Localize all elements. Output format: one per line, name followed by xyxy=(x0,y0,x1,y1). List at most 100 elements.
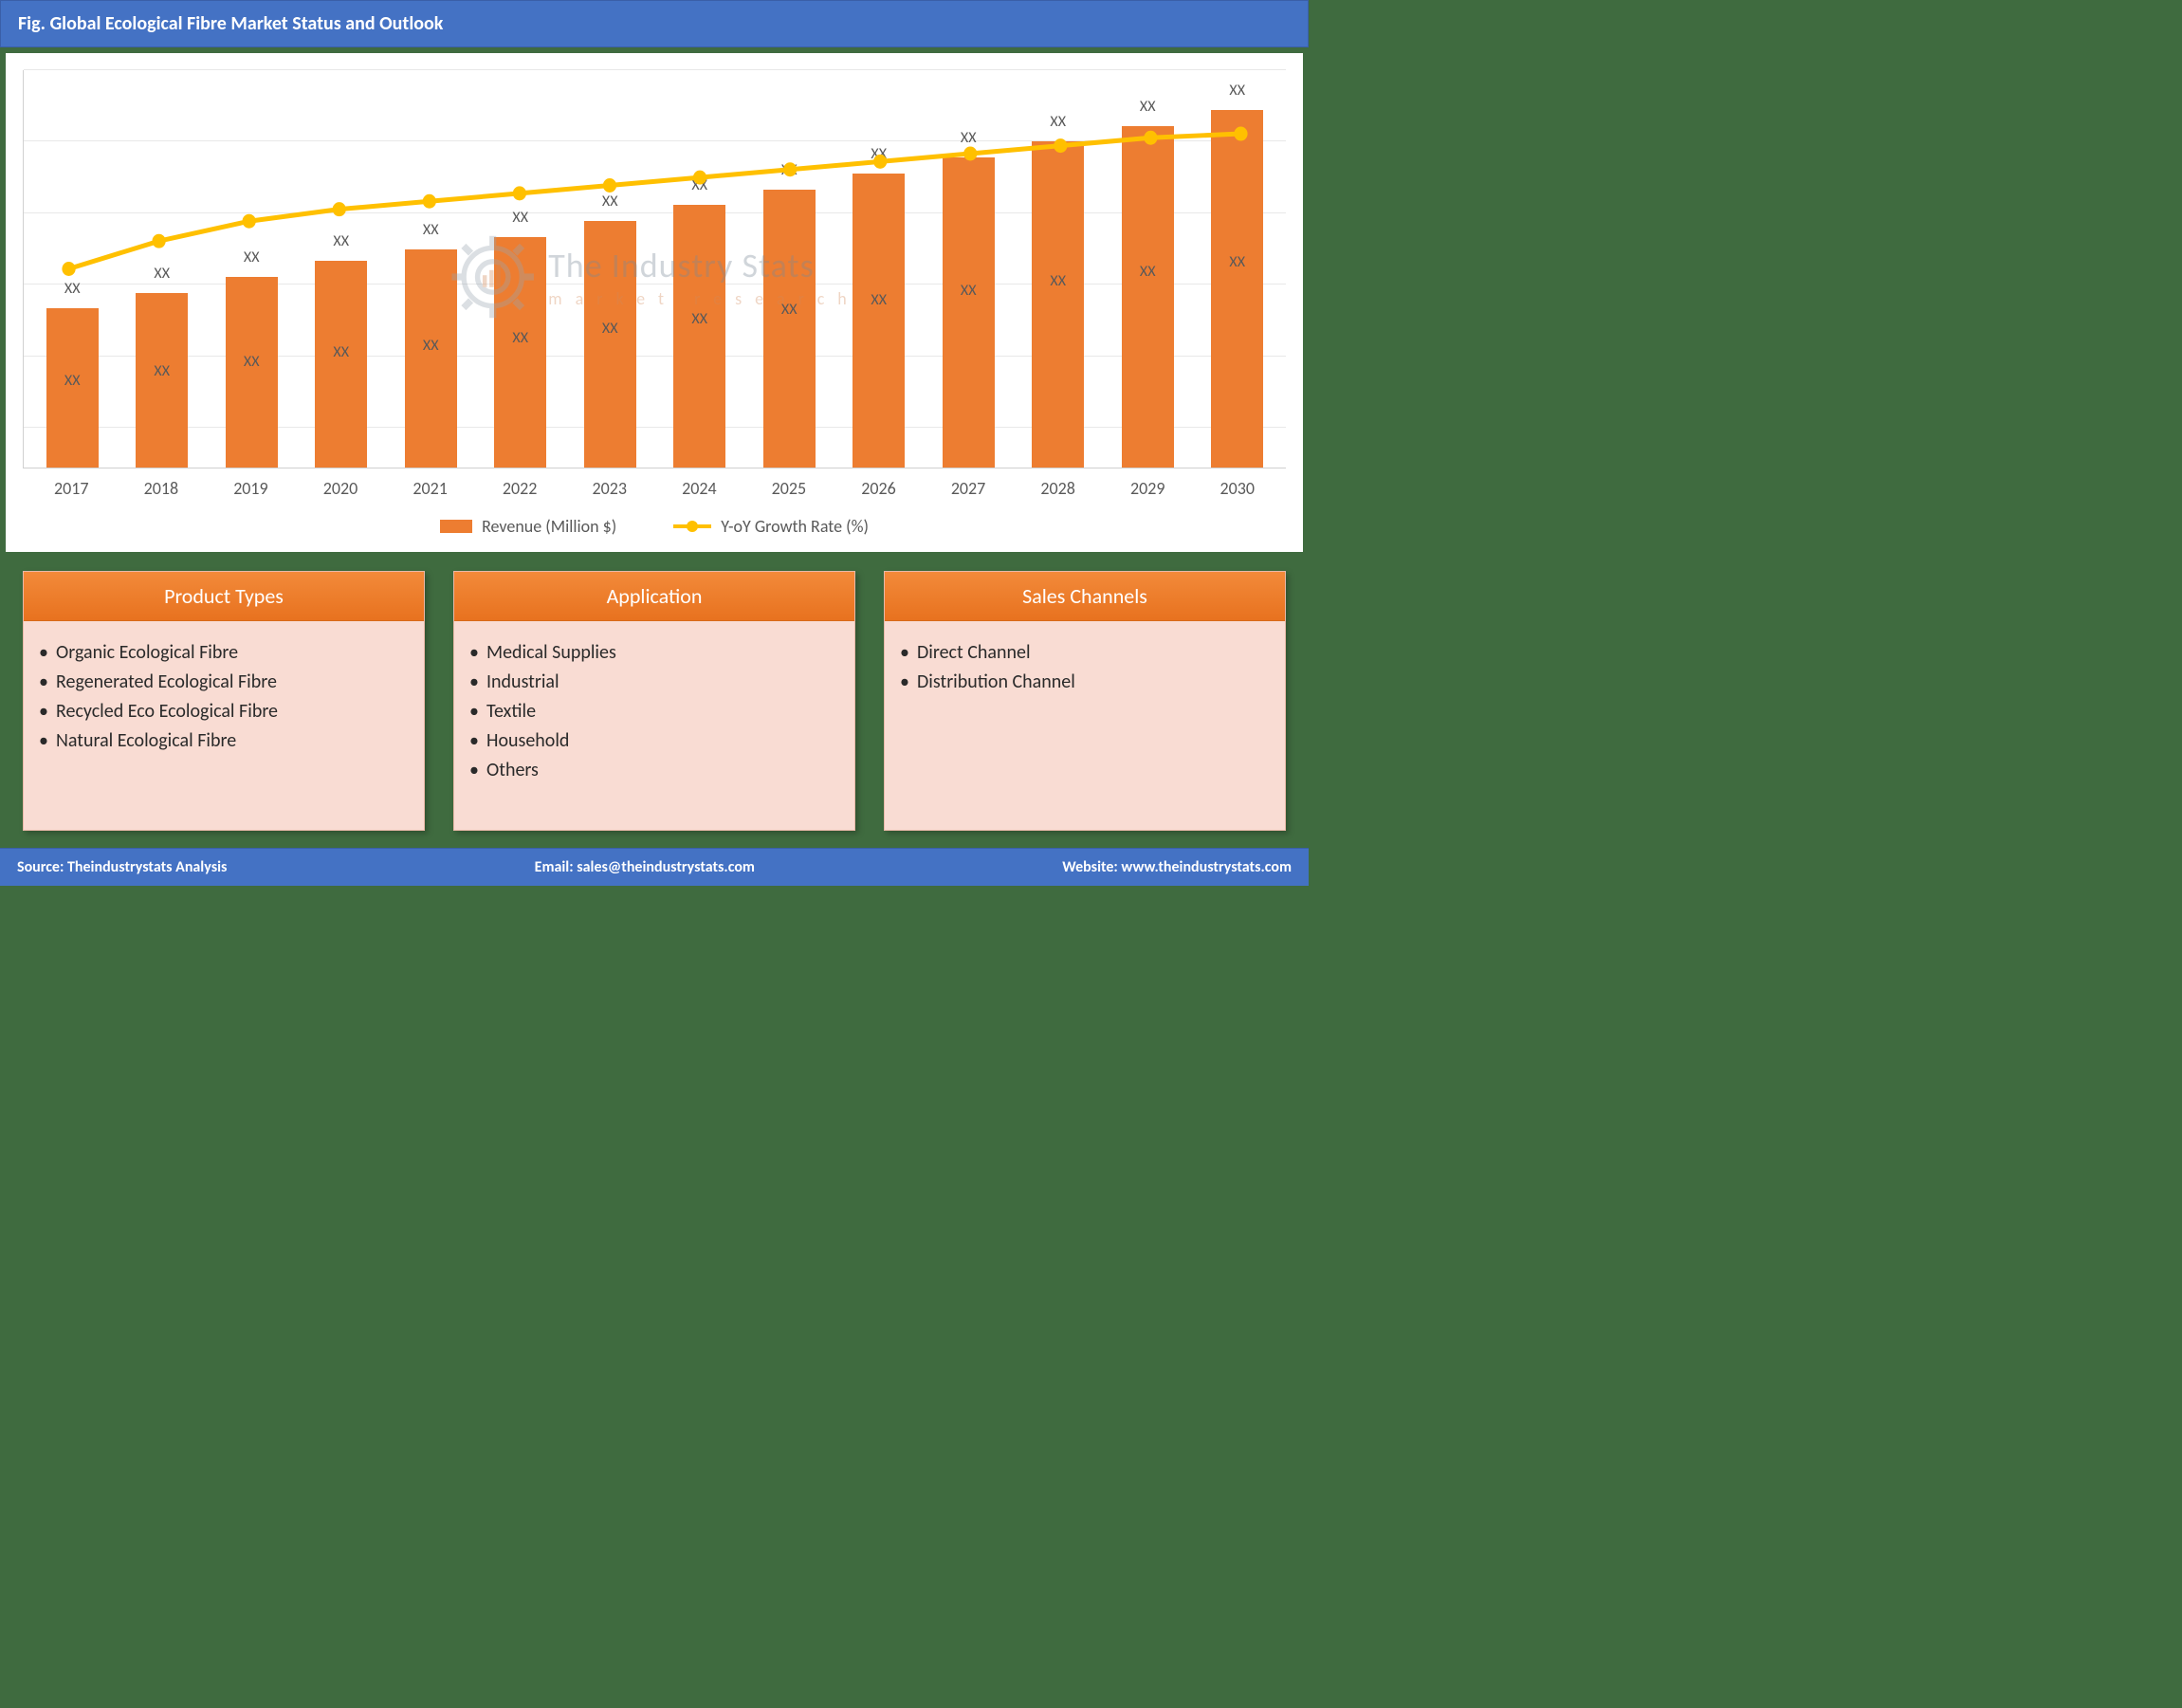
panel-body: •Organic Ecological Fibre•Regenerated Ec… xyxy=(24,621,424,830)
x-label: 2018 xyxy=(117,478,207,499)
bar: XXXX xyxy=(853,174,905,468)
bar: XXXX xyxy=(46,308,99,468)
bar-inner-label: XX xyxy=(512,329,528,347)
list-item: •Natural Ecological Fibre xyxy=(39,726,409,756)
bar-inner-label: XX xyxy=(154,362,170,380)
list-item: •Recycled Eco Ecological Fibre xyxy=(39,697,409,726)
list-item-label: Direct Channel xyxy=(917,638,1031,668)
panel-header: Sales Channels xyxy=(885,572,1285,621)
chart-panel: XX XX XX XX XX XX XX XX XX XX XX XX XX XX XX XX XX XX XX XX… xyxy=(6,53,1303,552)
legend-swatch-bar xyxy=(440,520,472,533)
bar-2025: XX XX xyxy=(744,70,834,468)
bar: XXXX xyxy=(494,237,546,468)
bar: XXXX xyxy=(673,205,725,468)
bar-top-label: XX xyxy=(423,221,439,239)
legend-label-growth: Y-oY Growth Rate (%) xyxy=(721,516,869,537)
x-label: 2029 xyxy=(1103,478,1193,499)
bar-top-label: XX xyxy=(333,232,349,250)
category-panels: Product Types•Organic Ecological Fibre•R… xyxy=(0,552,1309,848)
list-item-label: Medical Supplies xyxy=(486,638,616,668)
footer-website: Website: www.theindustrystats.com xyxy=(1062,858,1292,876)
x-label: 2021 xyxy=(385,478,475,499)
bar-2029: XX XX xyxy=(1103,70,1193,468)
bar-2030: XXXX xyxy=(1193,70,1283,468)
x-label: 2019 xyxy=(206,478,296,499)
x-label: 2028 xyxy=(1013,478,1103,499)
bullet-icon: • xyxy=(469,756,486,785)
legend-item-revenue: Revenue (Million $) xyxy=(440,516,616,537)
bullet-icon: • xyxy=(469,638,486,668)
bar-inner-label: XX xyxy=(871,291,887,309)
list-item: •Others xyxy=(469,756,839,785)
bar-2020: XX XX xyxy=(297,70,387,468)
bar-inner-label: XX xyxy=(1050,272,1066,290)
list-item-label: Organic Ecological Fibre xyxy=(56,638,238,668)
bar-2022: XX XX xyxy=(476,70,566,468)
bullet-icon: • xyxy=(39,726,56,756)
bar: XXXX xyxy=(136,293,188,468)
bar-top-label: XX xyxy=(961,129,977,147)
legend-item-growth: Y-oY Growth Rate (%) xyxy=(673,516,869,537)
x-label: 2017 xyxy=(27,478,117,499)
bar-top-label: XX xyxy=(244,248,260,266)
bar-inner-label: XX xyxy=(64,372,81,390)
bullet-icon: • xyxy=(469,697,486,726)
list-item: •Direct Channel xyxy=(900,638,1270,668)
footer-source: Source: Theindustrystats Analysis xyxy=(17,858,227,876)
bullet-icon: • xyxy=(469,726,486,756)
bar-top-label: XX xyxy=(602,193,618,211)
list-item: •Medical Supplies xyxy=(469,638,839,668)
bar-2023: XXXX xyxy=(565,70,655,468)
bar-inner-label: XX xyxy=(1229,253,1245,271)
bullet-icon: • xyxy=(469,668,486,697)
chart-legend: Revenue (Million $) Y-oY Growth Rate (%) xyxy=(23,499,1286,542)
figure-title: Fig. Global Ecological Fibre Market Stat… xyxy=(0,0,1309,47)
bar-top-label: XX xyxy=(781,161,798,179)
list-item-label: Industrial xyxy=(486,668,559,697)
x-label: 2030 xyxy=(1193,478,1283,499)
legend-swatch-line xyxy=(673,520,711,533)
bar: XXXX xyxy=(584,221,636,468)
list-item-label: Natural Ecological Fibre xyxy=(56,726,236,756)
x-label: 2025 xyxy=(744,478,834,499)
bar-inner-label: XX xyxy=(244,353,260,371)
bar-top-label: XX xyxy=(1050,113,1066,131)
bar-inner-label: XX xyxy=(961,282,977,300)
list-item-label: Others xyxy=(486,756,539,785)
x-label: 2027 xyxy=(924,478,1014,499)
panel-sales-channels: Sales Channels•Direct Channel•Distributi… xyxy=(884,571,1286,831)
panel-header: Application xyxy=(454,572,854,621)
bar: XXXX xyxy=(1122,126,1174,468)
list-item-label: Household xyxy=(486,726,569,756)
x-label: 2022 xyxy=(475,478,565,499)
panel-application: Application•Medical Supplies•Industrial•… xyxy=(453,571,855,831)
list-item: •Industrial xyxy=(469,668,839,697)
bar: XXXX xyxy=(405,249,457,468)
list-item: •Regenerated Ecological Fibre xyxy=(39,668,409,697)
bar: XXXX xyxy=(226,277,278,468)
bar-inner-label: XX xyxy=(781,301,798,319)
bar-2018: XXXX xyxy=(118,70,208,468)
bar-2028: XX XX xyxy=(1014,70,1104,468)
x-label: 2020 xyxy=(296,478,386,499)
bar: XXXX xyxy=(315,261,367,468)
x-label: 2024 xyxy=(654,478,744,499)
bullet-icon: • xyxy=(39,668,56,697)
list-item-label: Regenerated Ecological Fibre xyxy=(56,668,277,697)
panel-body: •Medical Supplies•Industrial•Textile•Hou… xyxy=(454,621,854,830)
bullet-icon: • xyxy=(39,697,56,726)
bar-top-label: XX xyxy=(512,209,528,227)
list-item-label: Textile xyxy=(486,697,536,726)
panel-product-types: Product Types•Organic Ecological Fibre•R… xyxy=(23,571,425,831)
panel-header: Product Types xyxy=(24,572,424,621)
bar-inner-label: XX xyxy=(1140,263,1156,281)
legend-label-revenue: Revenue (Million $) xyxy=(482,516,616,537)
bullet-icon: • xyxy=(39,638,56,668)
bar-inner-label: XX xyxy=(333,343,349,361)
bar-inner-label: XX xyxy=(423,337,439,355)
bar-top-label: XX xyxy=(1140,98,1156,116)
bar-2019: XX XX xyxy=(207,70,297,468)
bar-2024: XXXX xyxy=(655,70,745,468)
bar: XXXX xyxy=(1211,110,1263,468)
bar-inner-label: XX xyxy=(691,310,707,328)
